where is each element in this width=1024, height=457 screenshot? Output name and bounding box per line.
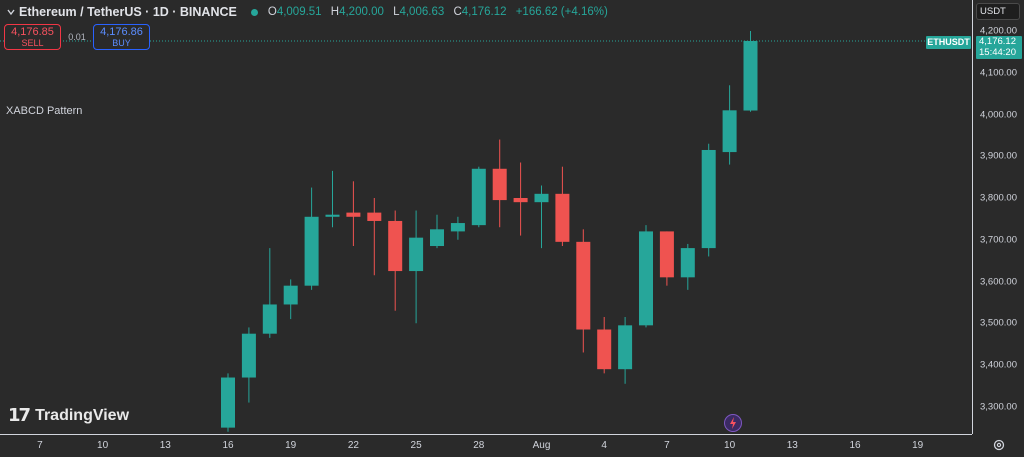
candle-body[interactable] [701, 149, 716, 249]
order-quantity[interactable]: 0.01 [68, 32, 86, 42]
buy-price: 4,176.86 [100, 26, 143, 38]
lightning-glyph [730, 417, 736, 429]
sell-button[interactable]: 4,176.85 SELL [4, 24, 61, 50]
price-axis[interactable] [972, 0, 1024, 434]
open-label: O [267, 6, 277, 18]
time-tick-label: 16 [849, 440, 861, 451]
candle-body[interactable] [367, 212, 382, 221]
price-tick-label: 4,100.00 [980, 67, 1017, 79]
time-tick-label: 22 [347, 440, 359, 451]
change-value: +166.62 (+4.16%) [515, 6, 608, 18]
time-tick-label: 19 [912, 440, 924, 451]
candle-body[interactable] [659, 231, 674, 278]
low-label: L [393, 6, 400, 18]
last-price-value: 4,176.12 [979, 36, 1016, 47]
candle-body[interactable] [576, 241, 591, 330]
low-value: 4,006.63 [399, 6, 445, 18]
price-tick-label: 3,500.00 [980, 317, 1017, 329]
chevron-down-icon[interactable] [6, 7, 16, 17]
candle-body[interactable] [722, 110, 737, 153]
candle-body[interactable] [597, 329, 612, 370]
candle-body[interactable] [304, 216, 319, 286]
gear-glyph [993, 439, 1005, 451]
indicator-label[interactable]: XABCD Pattern [6, 105, 83, 117]
tradingview-logo[interactable]: 17 TradingView [8, 405, 129, 426]
time-axis[interactable] [0, 434, 972, 455]
candle-body[interactable] [283, 285, 298, 305]
close-value: 4,176.12 [461, 6, 507, 18]
candle-body[interactable] [492, 168, 507, 201]
candle-body[interactable] [680, 248, 695, 278]
close-label: C [453, 6, 462, 18]
buy-label: BUY [112, 38, 131, 48]
candle-body[interactable] [430, 229, 444, 247]
candlestick-chart[interactable] [0, 0, 972, 434]
candle-body[interactable] [618, 325, 633, 370]
price-tick-label: 4,000.00 [980, 109, 1017, 120]
chart-pane[interactable] [0, 0, 972, 434]
candle-body[interactable] [743, 40, 758, 111]
candle-body[interactable] [262, 304, 277, 334]
currency-select[interactable]: USDT [976, 3, 1020, 20]
candle-body[interactable] [471, 168, 486, 226]
tradingview-logo-text: TradingView [35, 406, 130, 424]
candle-body[interactable] [639, 231, 653, 326]
candle-body[interactable] [534, 193, 549, 203]
countdown-timer: 15:44:20 [979, 47, 1016, 58]
open-value: 4,009.51 [276, 6, 322, 18]
price-tick-label: 3,400.00 [980, 359, 1017, 371]
time-tick-label: 28 [473, 440, 485, 451]
tradingview-logo-icon: 17 [8, 405, 31, 426]
time-tick-label: 7 [664, 440, 670, 451]
time-tick-label: 13 [159, 440, 171, 451]
time-tick-label: Aug [532, 440, 551, 451]
sell-label: SELL [21, 38, 44, 48]
candle-body[interactable] [388, 220, 403, 272]
chart-header: Ethereum / TetherUS · 1D · BINANCE O4,00… [6, 4, 608, 20]
price-tick-label: 3,900.00 [980, 150, 1017, 162]
symbol-title[interactable]: Ethereum / TetherUS · 1D · BINANCE [19, 5, 237, 19]
time-tick-label: 4 [601, 440, 607, 451]
price-tick-label: 3,800.00 [980, 192, 1017, 204]
ticker-tag: ETHUSDT [926, 36, 971, 49]
lightning-icon[interactable] [724, 414, 742, 432]
time-tick-label: 7 [37, 440, 43, 451]
candle-body[interactable] [221, 377, 235, 428]
time-tick-label: 10 [724, 440, 736, 451]
ohlc-values: O4,009.51 H4,200.00 L4,006.63 C4,176.12 … [268, 6, 608, 18]
high-value: 4,200.00 [339, 6, 384, 18]
candle-body[interactable] [409, 237, 424, 272]
high-label: H [330, 6, 340, 18]
time-tick-label: 19 [285, 440, 297, 451]
trade-buttons: 4,176.85 SELL 0.01 4,176.86 BUY [4, 24, 150, 50]
time-tick-label: 16 [222, 440, 234, 451]
candle-body[interactable] [450, 223, 465, 232]
price-tick-label: 4,200.00 [980, 25, 1017, 37]
candle-body[interactable] [346, 212, 361, 217]
last-price-tag: 4,176.12 15:44:20 [976, 36, 1022, 59]
market-status-icon [250, 8, 258, 16]
time-tick-label: 25 [410, 440, 422, 451]
buy-button[interactable]: 4,176.86 BUY [93, 24, 150, 50]
price-tick-label: 3,700.00 [980, 234, 1017, 246]
price-tick-label: 3,300.00 [980, 401, 1017, 413]
candle-body[interactable] [325, 214, 340, 217]
sell-price: 4,176.85 [11, 26, 54, 38]
candles-group [221, 31, 758, 432]
time-tick-label: 10 [97, 440, 109, 451]
price-tick-label: 3,600.00 [980, 276, 1017, 287]
currency-label: USDT [980, 6, 1006, 17]
candle-body[interactable] [241, 333, 256, 378]
candle-body[interactable] [555, 193, 570, 242]
time-tick-label: 13 [786, 440, 798, 451]
candle-body[interactable] [513, 198, 528, 203]
gear-icon[interactable] [992, 438, 1006, 452]
